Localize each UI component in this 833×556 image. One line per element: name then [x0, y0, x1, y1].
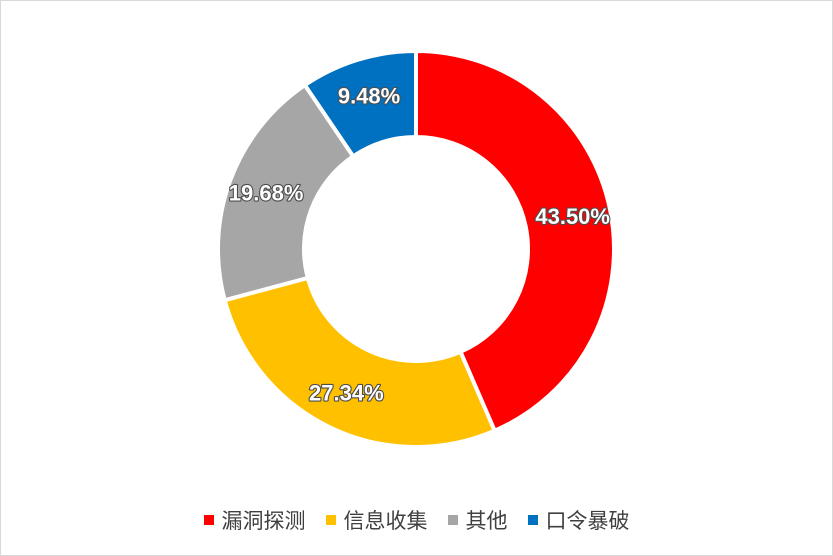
donut-chart: 43.50% 27.34% 19.68% 9.48%	[216, 48, 616, 449]
slice-info-gathering[interactable]	[222, 275, 498, 449]
slice-label-other: 19.68%	[229, 181, 304, 206]
legend-swatch-password-brute-force	[527, 515, 538, 525]
legend-item-other[interactable]: 其他	[447, 505, 508, 535]
slice-other[interactable]	[216, 82, 356, 303]
legend-label-vuln-scan: 漏洞探测	[221, 509, 306, 533]
legend-label-password-brute-force: 口令暴破	[545, 509, 630, 533]
legend-label-info-gathering: 信息收集	[343, 509, 428, 533]
legend: 漏洞探测 信息收集 其他 口令暴破	[0, 505, 833, 535]
legend-swatch-info-gathering	[325, 515, 336, 525]
slice-vuln-scan[interactable]	[414, 48, 616, 434]
slice-label-password-brute-force: 9.48%	[338, 84, 400, 109]
slice-label-info-gathering: 27.34%	[309, 381, 384, 406]
legend-item-password-brute-force[interactable]: 口令暴破	[527, 505, 630, 535]
slice-password-brute-force[interactable]	[302, 48, 418, 160]
legend-swatch-vuln-scan	[203, 515, 214, 525]
legend-item-info-gathering[interactable]: 信息收集	[325, 505, 428, 535]
donut-slices	[216, 48, 616, 449]
slice-label-vuln-scan: 43.50%	[535, 204, 610, 229]
donut-labels: 43.50% 27.34% 19.68% 9.48%	[228, 82, 611, 406]
legend-swatch-other	[447, 515, 458, 525]
legend-item-vuln-scan[interactable]: 漏洞探测	[203, 505, 306, 535]
legend-label-other: 其他	[465, 509, 508, 533]
